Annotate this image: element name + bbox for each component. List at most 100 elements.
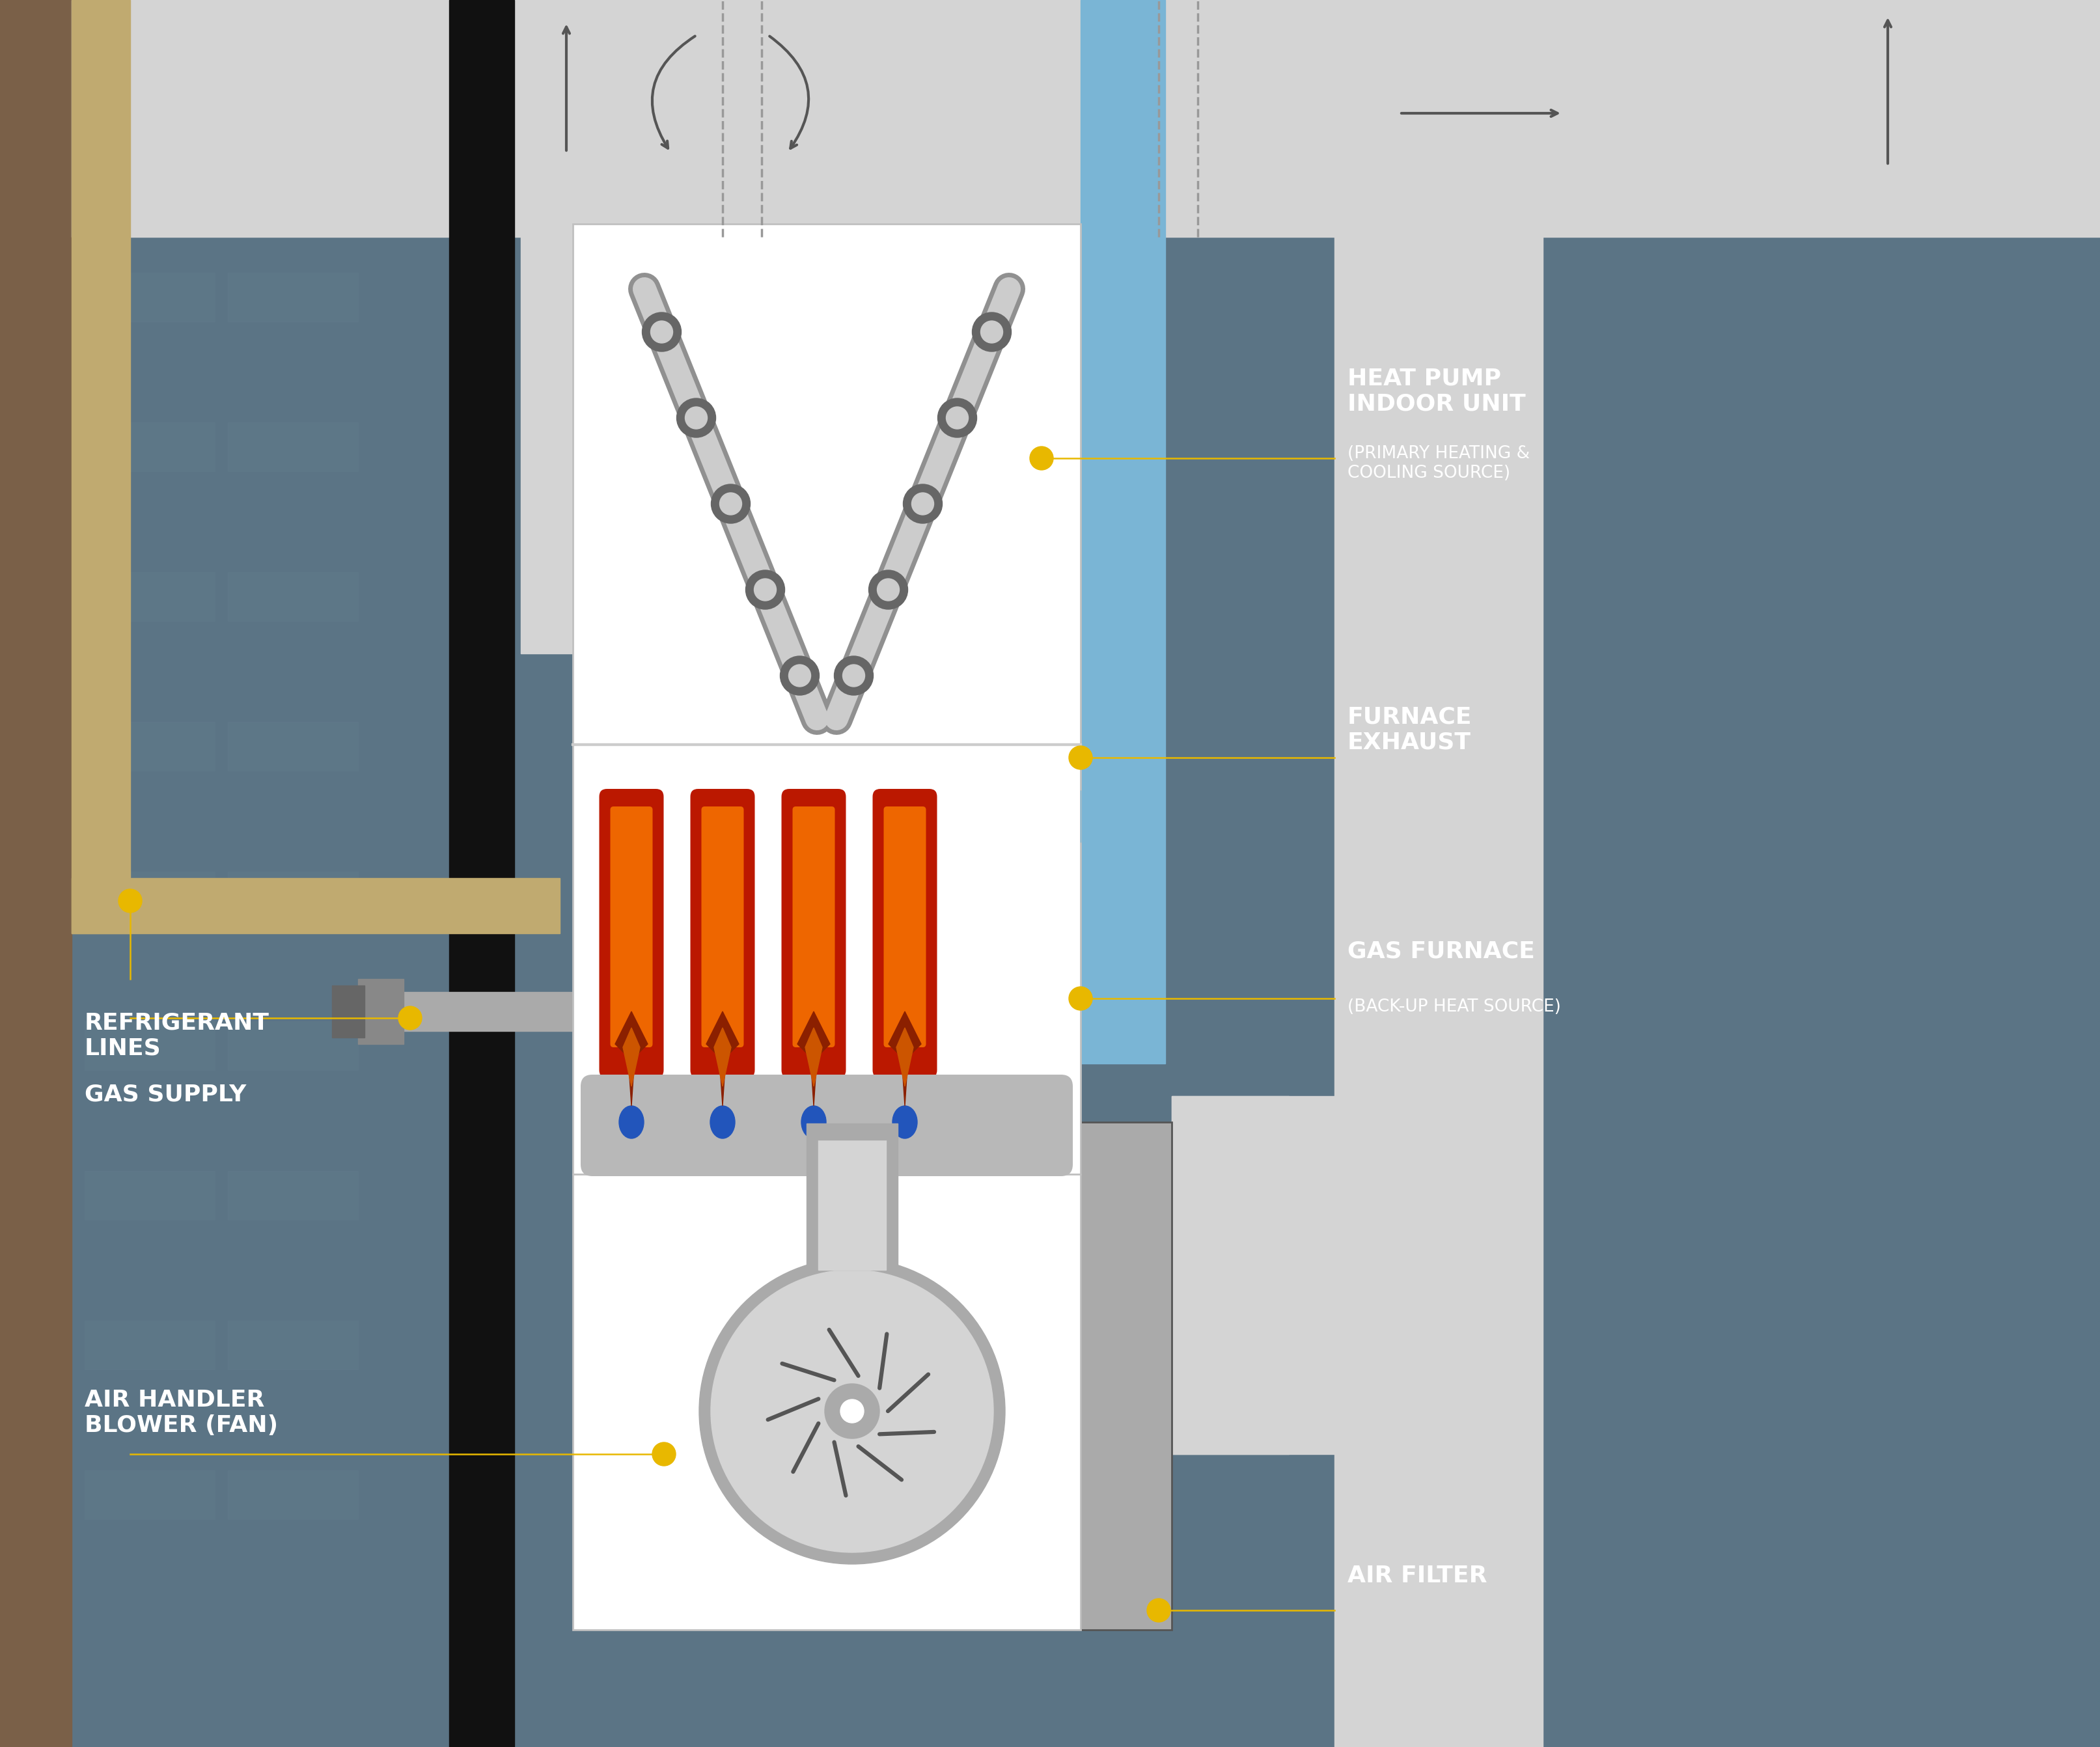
Bar	[227, 1170, 357, 1219]
Text: AIR FILTER: AIR FILTER	[1348, 1565, 1487, 1586]
Bar	[573, 224, 1082, 744]
Circle shape	[399, 1006, 422, 1029]
Ellipse shape	[710, 1106, 735, 1139]
FancyBboxPatch shape	[792, 807, 836, 1046]
Circle shape	[972, 313, 1012, 351]
Circle shape	[1147, 1599, 1170, 1621]
Text: (PRIMARY HEATING &
COOLING SOURCE): (PRIMARY HEATING & COOLING SOURCE)	[1348, 445, 1529, 482]
FancyBboxPatch shape	[611, 807, 653, 1046]
Bar	[84, 571, 214, 620]
Bar	[227, 1471, 357, 1520]
Text: AIR HANDLER
BLOWER (FAN): AIR HANDLER BLOWER (FAN)	[84, 1389, 277, 1436]
Bar	[227, 423, 357, 472]
Bar	[84, 1321, 214, 1370]
Bar	[806, 1123, 897, 1139]
Circle shape	[643, 313, 680, 351]
Circle shape	[699, 1258, 1006, 1564]
Polygon shape	[714, 1027, 731, 1087]
Polygon shape	[624, 1027, 640, 1087]
Circle shape	[651, 321, 672, 342]
Bar	[449, 0, 514, 1747]
Bar	[71, 0, 2100, 238]
Bar	[227, 1022, 357, 1071]
Bar	[71, 879, 561, 933]
Polygon shape	[798, 1012, 830, 1106]
Circle shape	[685, 407, 708, 430]
Bar	[573, 1174, 1082, 1630]
Bar	[227, 571, 357, 620]
Polygon shape	[706, 1012, 739, 1106]
Bar	[0, 0, 71, 1747]
Circle shape	[825, 1384, 880, 1438]
Circle shape	[1069, 746, 1092, 769]
Text: GAS FURNACE: GAS FURNACE	[1348, 940, 1535, 963]
Circle shape	[947, 407, 968, 430]
Circle shape	[712, 484, 750, 524]
Text: GAS SUPPLY: GAS SUPPLY	[84, 1083, 246, 1106]
Bar	[84, 1022, 214, 1071]
Circle shape	[840, 1399, 863, 1422]
Bar	[332, 985, 365, 1038]
Bar	[391, 992, 598, 1031]
Ellipse shape	[802, 1106, 825, 1139]
Bar	[84, 423, 214, 472]
FancyBboxPatch shape	[582, 1074, 1073, 1176]
Circle shape	[869, 570, 907, 610]
Bar	[227, 273, 357, 321]
Circle shape	[790, 664, 811, 687]
Circle shape	[720, 493, 741, 515]
FancyBboxPatch shape	[781, 790, 846, 1078]
Bar	[84, 872, 214, 921]
FancyBboxPatch shape	[691, 790, 754, 1078]
Bar	[227, 722, 357, 770]
Text: REFRIGERANT
LINES: REFRIGERANT LINES	[84, 1012, 269, 1059]
Circle shape	[754, 578, 777, 601]
Bar	[1082, 0, 1166, 1064]
Bar	[84, 1471, 214, 1520]
FancyBboxPatch shape	[598, 790, 664, 1078]
Bar	[521, 238, 748, 653]
Bar	[84, 1170, 214, 1219]
Polygon shape	[804, 1027, 823, 1087]
Text: (BACK-UP HEAT SOURCE): (BACK-UP HEAT SOURCE)	[1348, 999, 1560, 1015]
Circle shape	[903, 484, 943, 524]
Circle shape	[746, 570, 785, 610]
Circle shape	[842, 664, 865, 687]
Bar	[1082, 1122, 1172, 1630]
Bar	[819, 1139, 886, 1270]
Ellipse shape	[892, 1106, 918, 1139]
Ellipse shape	[619, 1106, 645, 1139]
Circle shape	[939, 398, 976, 437]
Bar	[84, 273, 214, 321]
Circle shape	[653, 1443, 676, 1466]
Bar	[1172, 1095, 1289, 1454]
Polygon shape	[1107, 1272, 1472, 1454]
Circle shape	[676, 398, 716, 437]
Bar	[357, 978, 403, 1045]
Circle shape	[118, 889, 143, 912]
Bar	[806, 1139, 897, 1270]
FancyBboxPatch shape	[701, 807, 743, 1046]
Circle shape	[781, 657, 819, 695]
Text: FURNACE
EXHAUST: FURNACE EXHAUST	[1348, 706, 1472, 753]
Circle shape	[1029, 447, 1054, 470]
Bar	[1172, 1095, 1354, 1454]
Bar	[71, 0, 130, 933]
Polygon shape	[615, 1012, 647, 1106]
Bar	[573, 744, 1082, 1174]
Circle shape	[1069, 987, 1092, 1010]
Bar	[1407, 1454, 1472, 1747]
Bar	[84, 722, 214, 770]
Polygon shape	[888, 1012, 922, 1106]
Polygon shape	[897, 1027, 913, 1087]
Circle shape	[834, 657, 874, 695]
Circle shape	[878, 578, 899, 601]
Bar	[1334, 238, 1544, 1747]
Bar	[227, 872, 357, 921]
Text: HEAT PUMP
INDOOR UNIT: HEAT PUMP INDOOR UNIT	[1348, 367, 1527, 414]
FancyBboxPatch shape	[884, 807, 926, 1046]
Circle shape	[981, 321, 1004, 342]
Circle shape	[911, 493, 935, 515]
Bar	[227, 1321, 357, 1370]
Circle shape	[710, 1270, 993, 1553]
